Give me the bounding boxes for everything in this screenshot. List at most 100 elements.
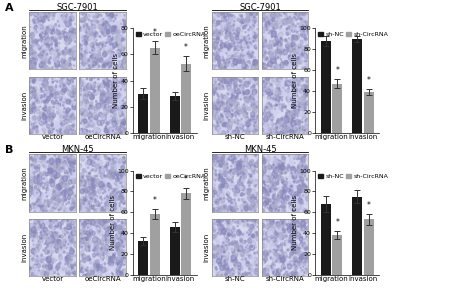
Circle shape bbox=[289, 224, 292, 228]
Circle shape bbox=[58, 153, 60, 155]
Circle shape bbox=[36, 235, 37, 237]
Circle shape bbox=[106, 230, 111, 235]
Circle shape bbox=[292, 189, 294, 191]
Circle shape bbox=[296, 26, 299, 30]
Circle shape bbox=[73, 231, 78, 236]
Circle shape bbox=[230, 166, 232, 167]
Circle shape bbox=[73, 237, 75, 239]
Circle shape bbox=[51, 267, 55, 273]
Circle shape bbox=[62, 78, 64, 80]
Circle shape bbox=[235, 116, 236, 117]
Circle shape bbox=[210, 259, 215, 265]
Circle shape bbox=[83, 241, 85, 244]
Circle shape bbox=[40, 37, 43, 41]
Circle shape bbox=[218, 251, 223, 257]
Circle shape bbox=[254, 60, 255, 62]
Circle shape bbox=[52, 207, 54, 209]
Circle shape bbox=[49, 180, 54, 186]
Circle shape bbox=[282, 193, 286, 199]
Circle shape bbox=[95, 201, 100, 207]
Circle shape bbox=[240, 204, 242, 206]
Circle shape bbox=[74, 274, 75, 276]
Circle shape bbox=[100, 46, 102, 49]
Circle shape bbox=[36, 258, 40, 262]
Circle shape bbox=[242, 105, 245, 108]
Circle shape bbox=[267, 40, 271, 45]
Circle shape bbox=[249, 237, 254, 242]
Circle shape bbox=[65, 190, 68, 193]
Circle shape bbox=[96, 63, 97, 64]
Circle shape bbox=[273, 129, 277, 133]
Circle shape bbox=[83, 258, 84, 260]
Circle shape bbox=[249, 205, 254, 211]
Circle shape bbox=[44, 206, 46, 209]
Circle shape bbox=[93, 22, 96, 26]
Circle shape bbox=[123, 24, 124, 25]
Circle shape bbox=[108, 207, 111, 211]
Circle shape bbox=[64, 157, 65, 158]
Circle shape bbox=[69, 154, 74, 160]
Circle shape bbox=[275, 124, 279, 128]
Circle shape bbox=[237, 164, 241, 170]
Circle shape bbox=[255, 101, 259, 107]
Circle shape bbox=[248, 98, 250, 100]
Circle shape bbox=[107, 39, 109, 42]
Circle shape bbox=[96, 119, 98, 122]
Circle shape bbox=[230, 100, 234, 105]
Circle shape bbox=[239, 240, 244, 245]
Circle shape bbox=[56, 240, 60, 244]
Circle shape bbox=[98, 248, 100, 251]
Circle shape bbox=[228, 205, 233, 211]
Circle shape bbox=[90, 37, 91, 39]
Circle shape bbox=[67, 90, 72, 96]
Circle shape bbox=[120, 78, 125, 84]
Circle shape bbox=[46, 25, 50, 30]
Circle shape bbox=[265, 107, 266, 108]
Circle shape bbox=[270, 204, 273, 208]
Circle shape bbox=[30, 158, 32, 160]
Circle shape bbox=[293, 260, 296, 263]
Circle shape bbox=[61, 78, 64, 82]
Circle shape bbox=[301, 23, 305, 28]
Circle shape bbox=[105, 227, 108, 230]
Circle shape bbox=[219, 175, 223, 180]
Circle shape bbox=[291, 166, 295, 171]
Circle shape bbox=[98, 90, 100, 92]
Circle shape bbox=[220, 209, 224, 213]
Circle shape bbox=[289, 59, 292, 63]
Circle shape bbox=[291, 181, 296, 187]
Circle shape bbox=[53, 37, 58, 43]
Circle shape bbox=[238, 91, 240, 94]
Circle shape bbox=[305, 32, 307, 34]
Circle shape bbox=[118, 250, 122, 256]
Circle shape bbox=[294, 112, 297, 116]
Circle shape bbox=[105, 79, 106, 81]
Circle shape bbox=[66, 36, 67, 37]
Circle shape bbox=[216, 65, 217, 66]
Circle shape bbox=[41, 160, 46, 166]
Circle shape bbox=[32, 175, 36, 180]
Circle shape bbox=[279, 262, 280, 263]
Circle shape bbox=[89, 26, 92, 30]
Circle shape bbox=[296, 110, 300, 115]
Circle shape bbox=[217, 127, 222, 133]
Circle shape bbox=[33, 116, 36, 120]
Circle shape bbox=[58, 14, 62, 18]
Circle shape bbox=[298, 17, 301, 19]
Circle shape bbox=[97, 230, 100, 233]
Circle shape bbox=[212, 82, 215, 86]
Circle shape bbox=[248, 234, 250, 235]
Circle shape bbox=[106, 234, 109, 239]
Circle shape bbox=[302, 67, 305, 71]
Circle shape bbox=[53, 128, 54, 130]
Circle shape bbox=[80, 240, 83, 244]
Circle shape bbox=[243, 81, 246, 84]
Circle shape bbox=[104, 120, 107, 124]
Circle shape bbox=[234, 121, 236, 123]
Circle shape bbox=[45, 242, 47, 244]
Y-axis label: Number of cells: Number of cells bbox=[292, 53, 298, 108]
Circle shape bbox=[215, 195, 217, 198]
Circle shape bbox=[299, 106, 300, 108]
Circle shape bbox=[275, 240, 277, 242]
Circle shape bbox=[120, 172, 125, 177]
